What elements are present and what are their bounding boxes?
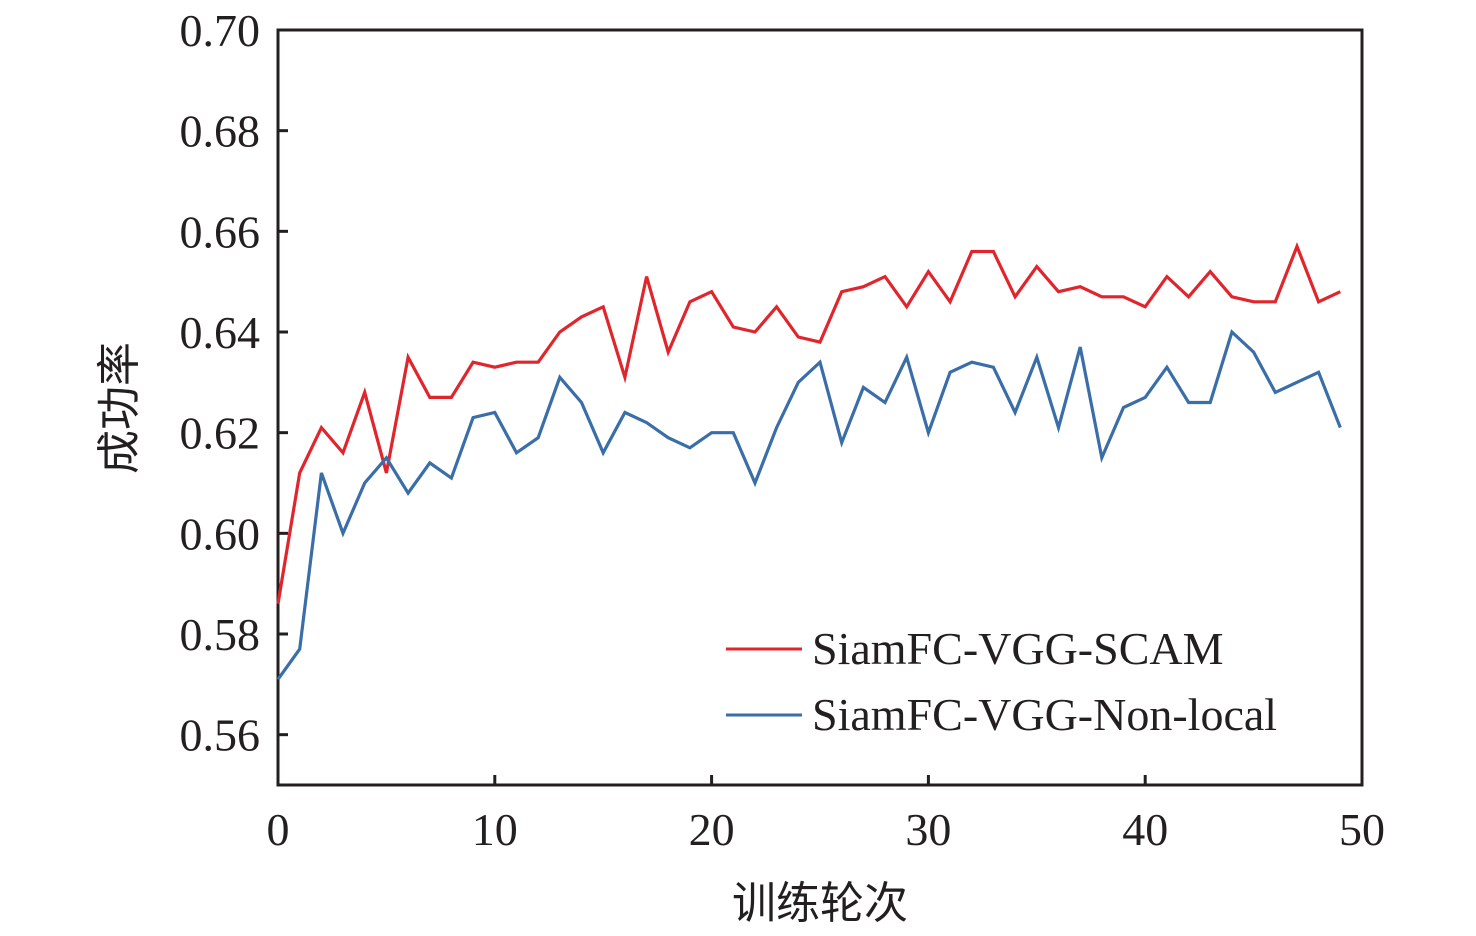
x-axis-title: 训练轮次 (732, 878, 908, 929)
y-tick-label: 0.62 (180, 408, 261, 459)
legend-label-scam: SiamFC-VGG-SCAM (812, 623, 1224, 674)
x-tick-label: 20 (689, 804, 735, 855)
y-axis-title: 成功率 (94, 342, 145, 474)
legend-label-nonlocal: SiamFC-VGG-Non-local (812, 689, 1277, 740)
y-tick-label: 0.56 (180, 710, 261, 761)
y-tick-label: 0.60 (180, 508, 261, 559)
x-tick-label: 10 (472, 804, 518, 855)
plot-frame (276, 28, 1364, 787)
x-tick-label: 30 (905, 804, 951, 855)
y-tick-label: 0.68 (180, 106, 261, 157)
y-tick-label: 0.64 (180, 307, 261, 358)
y-tick-label: 0.58 (180, 609, 261, 660)
x-tick-label: 40 (1122, 804, 1168, 855)
x-tick-label: 50 (1339, 804, 1385, 855)
series-line-0 (276, 242, 1341, 605)
y-tick-label: 0.70 (180, 5, 261, 56)
y-tick-label: 0.66 (180, 206, 261, 257)
series-line-1 (276, 329, 1342, 681)
x-tick-label: 0 (267, 804, 290, 855)
legend: SiamFC-VGG-SCAM SiamFC-VGG-Non-local (726, 623, 1277, 740)
